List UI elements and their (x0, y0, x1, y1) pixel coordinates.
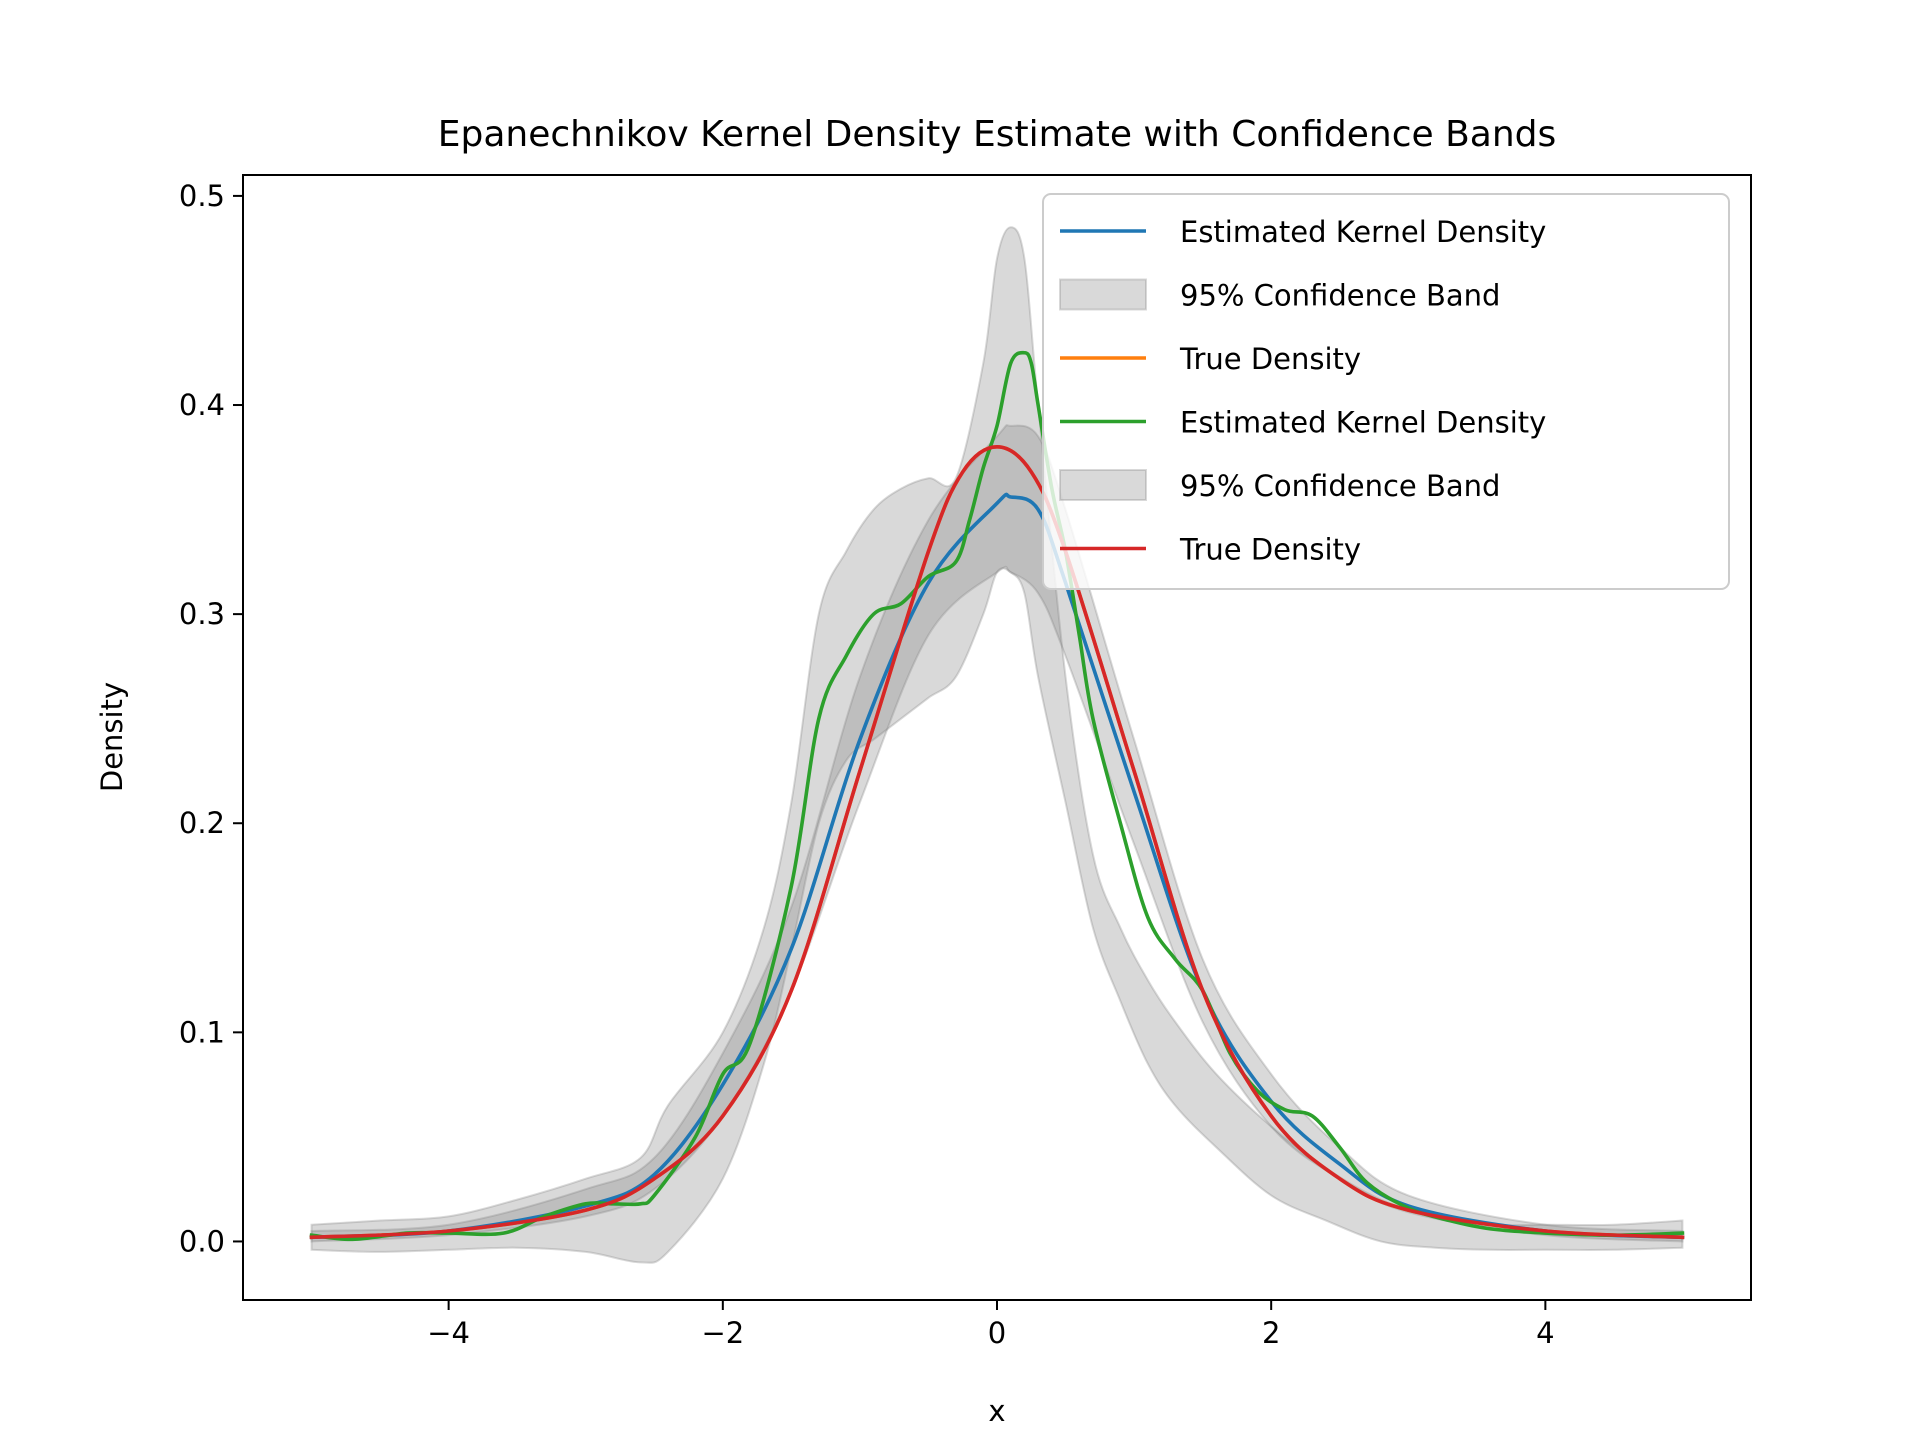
x-tick-label: −4 (427, 1316, 470, 1350)
legend-label: True Density (1179, 533, 1361, 567)
legend-swatch-patch (1059, 469, 1147, 501)
y-tick-label: 0.3 (179, 597, 225, 631)
x-tick-label: 2 (1262, 1316, 1280, 1350)
legend-label: 95% Confidence Band (1180, 469, 1500, 503)
y-tick-label: 0.0 (179, 1224, 225, 1258)
y-tick-label: 0.2 (179, 806, 225, 840)
legend-label: Estimated Kernel Density (1180, 215, 1546, 249)
x-axis: −4 −2 0 2 4 (427, 1300, 1555, 1350)
legend-label: 95% Confidence Band (1180, 279, 1500, 313)
density-lines (309, 350, 1685, 1242)
y-axis: 0.0 0.1 0.2 0.3 0.4 0.5 (179, 179, 243, 1258)
y-tick-label: 0.5 (179, 179, 225, 213)
y-axis-label: Density (95, 682, 129, 792)
x-tick-label: −2 (701, 1316, 744, 1350)
legend-swatch-patch (1059, 278, 1147, 311)
confidence-band-2 (310, 424, 1684, 1243)
x-axis-label: x (988, 1394, 1005, 1428)
legend-label: Estimated Kernel Density (1180, 406, 1546, 440)
confidence-bands (310, 226, 1684, 1264)
series-line-3-estimated-kernel-density (309, 350, 1685, 1242)
legend-box (1042, 193, 1730, 590)
y-tick-label: 0.1 (179, 1015, 225, 1049)
x-tick-label: 0 (988, 1316, 1006, 1350)
confidence-band-1 (310, 226, 1684, 1264)
chart-title: Epanechnikov Kernel Density Estimate wit… (438, 114, 1557, 155)
y-tick-label: 0.4 (179, 388, 225, 422)
series-line-2-estimated-kernel-density (309, 492, 1685, 1240)
legend: Estimated Kernel Density 95% Confidence B… (1042, 193, 1730, 590)
legend-label: True Density (1179, 342, 1361, 376)
series-line-4-true-density (309, 445, 1685, 1240)
x-tick-label: 4 (1536, 1316, 1554, 1350)
